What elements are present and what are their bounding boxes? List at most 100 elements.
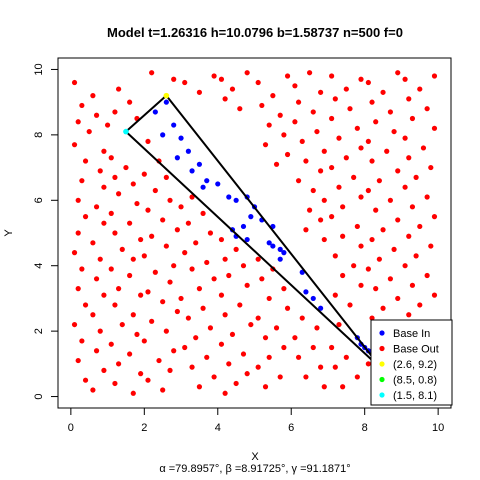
point-base-out xyxy=(321,148,327,154)
point-base-out xyxy=(160,217,166,223)
point-base-out xyxy=(402,184,408,190)
point-base-out xyxy=(310,109,316,115)
point-base-out xyxy=(284,73,291,79)
point-base-out xyxy=(145,207,151,213)
point-base-out xyxy=(284,151,291,158)
point-base-out xyxy=(134,331,140,338)
point-base-out xyxy=(130,390,136,396)
point-base-out xyxy=(108,155,114,161)
point-base-out xyxy=(343,86,349,92)
point-base-out xyxy=(310,344,316,351)
data-points xyxy=(71,70,438,396)
point-base-out xyxy=(127,272,133,279)
x-tick-label: 10 xyxy=(432,422,444,434)
point-base-in xyxy=(189,168,195,174)
point-base-out xyxy=(409,115,416,122)
point-base-out xyxy=(431,125,438,131)
point-base-out xyxy=(204,354,210,360)
point-base-out xyxy=(336,321,342,328)
point-base-in xyxy=(270,243,276,249)
point-base-out xyxy=(387,276,393,282)
point-base-out xyxy=(295,354,302,360)
y-tick-label: 4 xyxy=(33,263,45,269)
point-base-in xyxy=(277,246,283,252)
y-tick-label: 8 xyxy=(33,132,45,138)
point-base-out xyxy=(138,371,144,377)
point-base-out xyxy=(218,341,225,347)
point-base-out xyxy=(101,367,107,373)
point-base-out xyxy=(218,236,225,243)
point-base-out xyxy=(108,266,114,272)
point-base-out xyxy=(358,194,364,200)
point-base-out xyxy=(75,230,81,236)
point-base-out xyxy=(196,89,203,95)
point-base-out xyxy=(431,214,438,220)
point-base-out xyxy=(332,364,338,370)
point-base-out xyxy=(380,89,386,95)
legend: Base In Base Out (2.6, 9.2) (8.5, 0.8) (1.5,… xyxy=(370,319,453,406)
point-base-out xyxy=(167,367,173,373)
point-base-out xyxy=(340,233,346,239)
point-base-out xyxy=(71,79,78,86)
point-base-out xyxy=(255,364,261,370)
point-base-out xyxy=(90,387,96,393)
point-base-out xyxy=(97,168,103,174)
point-base-out xyxy=(343,155,349,161)
point-base-out xyxy=(358,76,364,82)
point-base-out xyxy=(90,93,96,99)
point-base-out xyxy=(380,305,386,311)
point-base-out xyxy=(303,374,309,380)
point-base-out xyxy=(149,318,155,324)
point-base-out xyxy=(218,76,225,82)
point-base-out xyxy=(402,135,408,141)
point-base-out xyxy=(97,328,103,334)
point-base-out xyxy=(104,122,111,128)
point-base-out xyxy=(424,106,430,112)
point-base-out xyxy=(332,96,338,102)
point-base-out xyxy=(193,335,199,341)
point-base-out xyxy=(369,99,375,105)
point-base-out xyxy=(373,286,379,292)
point-base-out xyxy=(347,106,353,112)
point-base-out xyxy=(141,253,147,259)
point-base-out xyxy=(163,243,169,249)
point-base-out xyxy=(222,256,228,262)
point-base-out xyxy=(156,357,162,364)
point-base-out xyxy=(185,220,191,226)
point-base-out xyxy=(189,364,195,370)
point-base-in xyxy=(240,223,247,230)
point-base-out xyxy=(259,102,265,109)
point-base-out xyxy=(116,191,122,197)
point-base-out xyxy=(431,73,438,79)
point-base-out xyxy=(332,292,338,298)
point-base-out xyxy=(86,128,92,135)
point-base-out xyxy=(152,187,158,194)
point-base-out xyxy=(152,269,158,275)
point-base-out xyxy=(141,338,147,344)
point-base-in xyxy=(266,240,272,246)
point-base-out xyxy=(145,138,151,145)
point-base-out xyxy=(116,86,122,92)
point-base-out xyxy=(240,351,247,357)
point-base-out xyxy=(233,380,239,387)
point-base-out xyxy=(376,178,382,184)
point-base-out xyxy=(406,233,412,239)
point-base-out xyxy=(292,335,298,341)
x-tick-label: 0 xyxy=(68,422,74,434)
point-base-out xyxy=(295,99,302,105)
point-base-out xyxy=(178,295,184,302)
point-base-in xyxy=(152,109,158,115)
point-base-out xyxy=(75,357,81,364)
point-base-out xyxy=(130,256,136,262)
point-base-out xyxy=(329,115,335,122)
point-base-out xyxy=(273,325,280,331)
point-base-out xyxy=(244,70,250,76)
point-base-out xyxy=(90,240,96,246)
point-base-out xyxy=(417,302,423,308)
point-base-out xyxy=(171,76,177,82)
point-base-out xyxy=(82,302,89,308)
point-base-out xyxy=(424,194,430,200)
point-base-out xyxy=(428,164,434,171)
point-base-out xyxy=(127,220,133,226)
